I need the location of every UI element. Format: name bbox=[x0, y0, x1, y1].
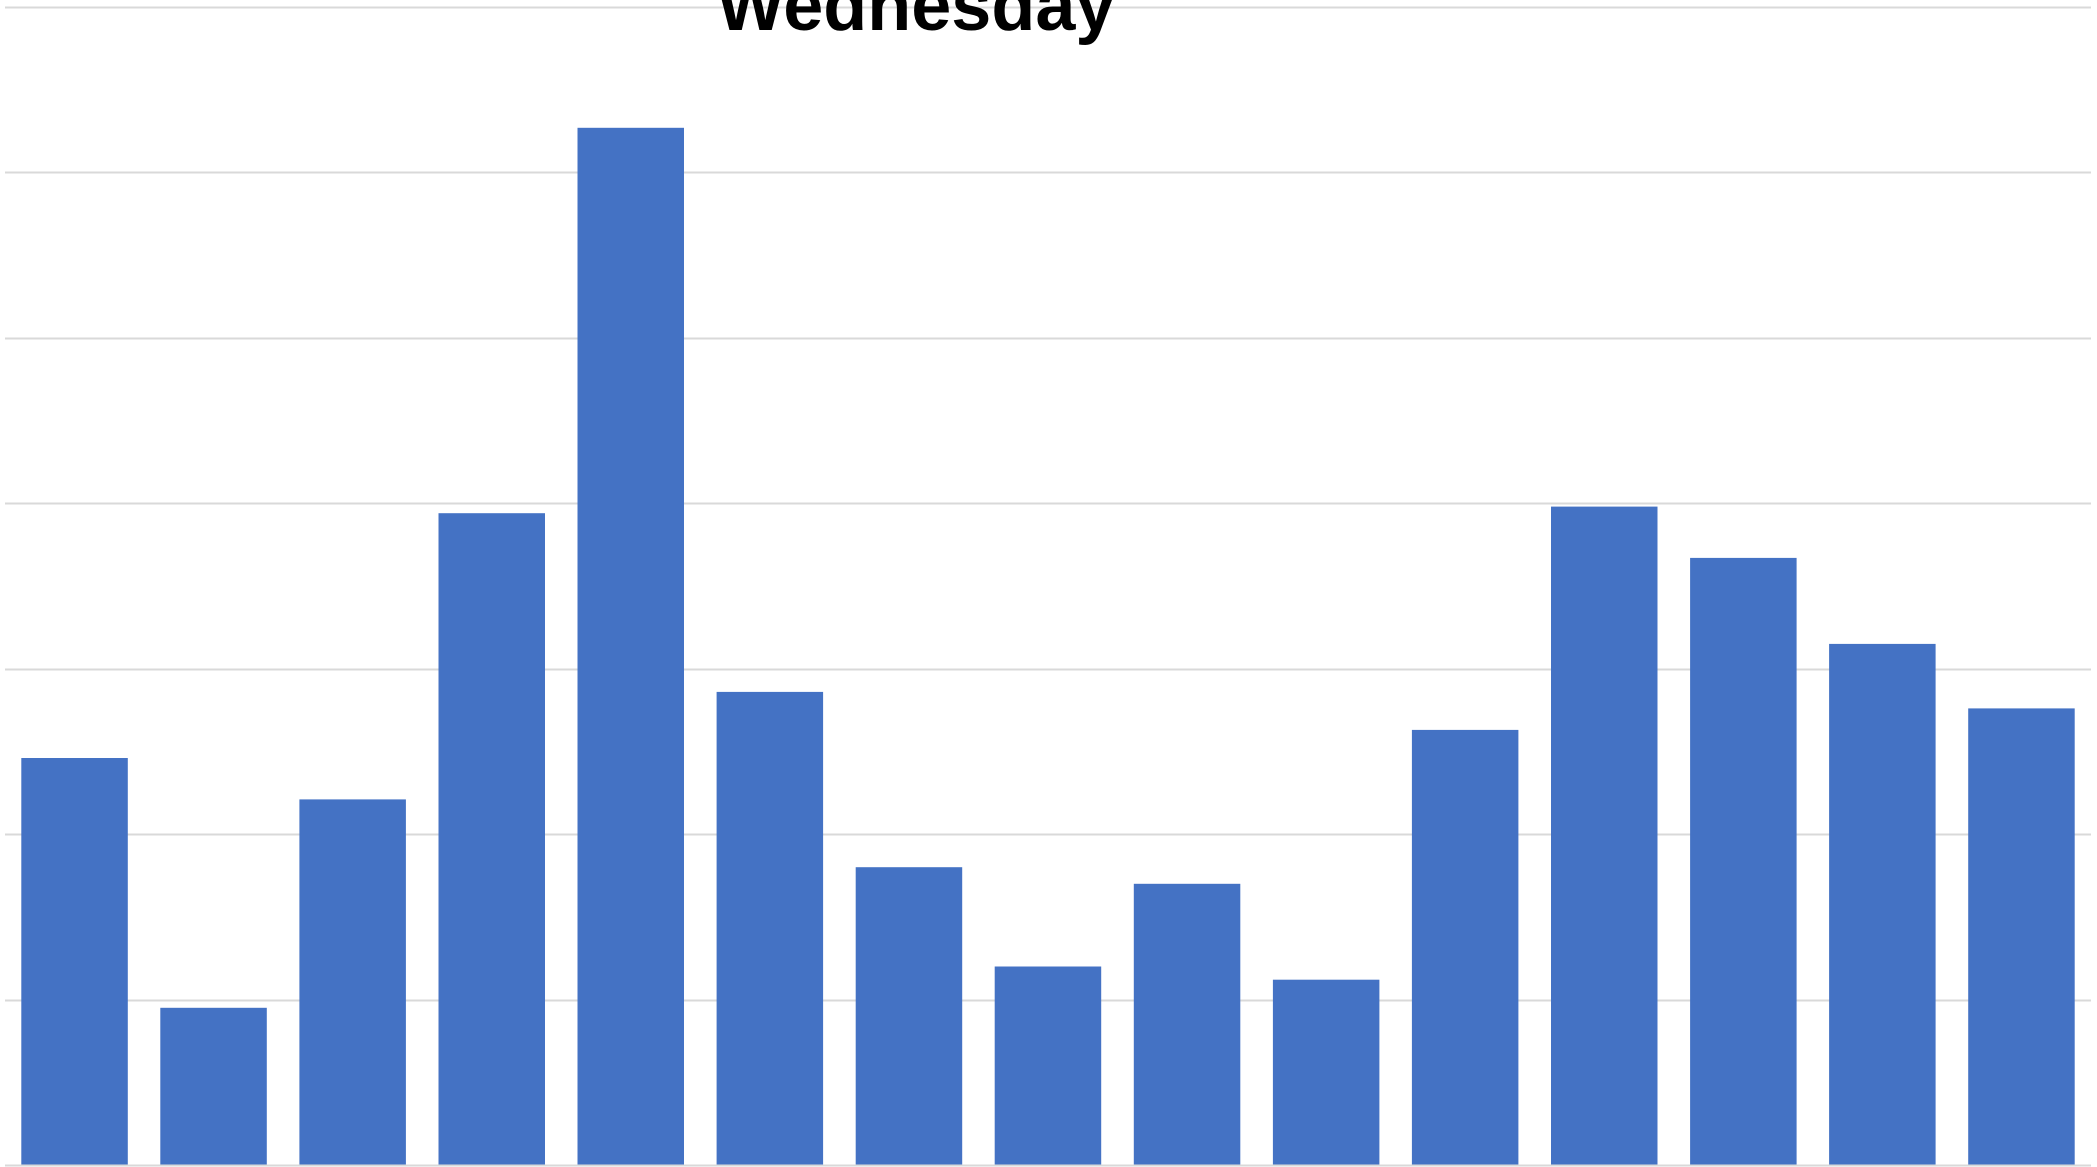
bar-1 bbox=[21, 758, 128, 1165]
bar-series bbox=[21, 127, 2075, 1166]
bar-4 bbox=[438, 513, 545, 1165]
chart-title: Wednesday bbox=[717, 0, 1116, 46]
bar-5 bbox=[577, 127, 684, 1165]
bar-3 bbox=[299, 799, 406, 1165]
bar-7 bbox=[855, 867, 963, 1165]
bar-12 bbox=[1551, 506, 1658, 1166]
bar-15 bbox=[1968, 708, 2075, 1165]
bar-13 bbox=[1690, 557, 1797, 1165]
bar-2 bbox=[160, 1007, 267, 1165]
bar-8 bbox=[994, 966, 1102, 1165]
bar-10 bbox=[1272, 979, 1380, 1165]
bar-9 bbox=[1133, 883, 1241, 1165]
bar-6 bbox=[716, 691, 824, 1165]
bar-14 bbox=[1829, 643, 1936, 1165]
bar-11 bbox=[1411, 729, 1519, 1165]
